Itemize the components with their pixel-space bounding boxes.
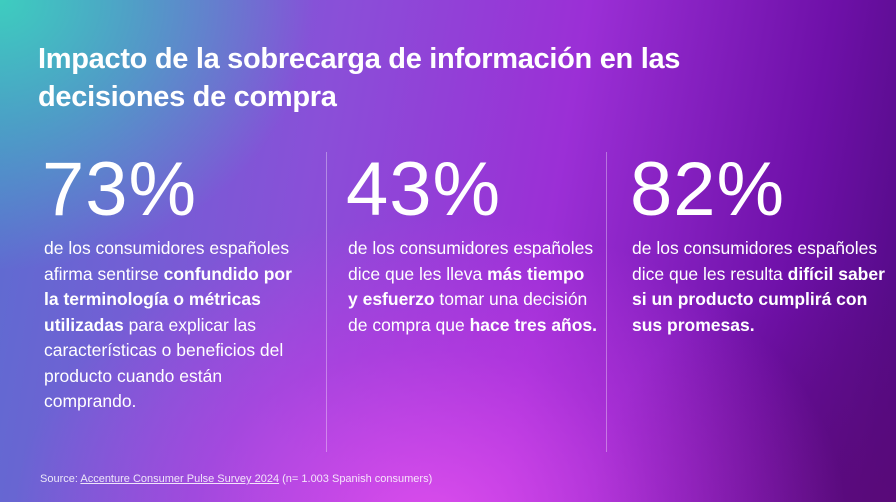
stat-description: de los consumidores españoles dice que l… xyxy=(632,236,892,338)
page-title: Impacto de la sobrecarga de información … xyxy=(38,43,681,113)
stat-highlight: confundido por la terminología o métrica… xyxy=(44,263,292,335)
stat-highlight: más tiempo y esfuerzo xyxy=(348,263,585,310)
source-link[interactable]: Accenture Consumer Pulse Survey 2024 xyxy=(80,473,280,485)
stat-text: de los consumidores españoles dice que l… xyxy=(632,238,878,284)
stat-column-3: 82% de los consumidores españoles dice q… xyxy=(630,147,892,338)
source-note: Source: Accenture Consumer Pulse Survey … xyxy=(40,473,432,485)
stat-highlight: difícil saber si un producto cumplirá co… xyxy=(632,263,885,335)
stat-text: para explicar las características o bene… xyxy=(44,314,284,412)
column-divider xyxy=(606,152,607,452)
stat-column-2: 43% de los consumidores españoles dice q… xyxy=(346,147,598,338)
source-prefix: Source: xyxy=(40,473,81,485)
stat-text: de los consumidores españoles dice que l… xyxy=(348,238,594,284)
stat-text: de los consumidores españoles afirma sen… xyxy=(44,238,290,284)
stat-value: 73% xyxy=(42,147,198,232)
source-suffix: (n= 1.003 Spanish consumers) xyxy=(279,473,433,485)
column-divider xyxy=(326,152,327,452)
stat-text: tomar una decisión de compra que xyxy=(348,289,588,335)
stat-value: 43% xyxy=(346,147,502,232)
stat-value: 82% xyxy=(630,147,786,232)
stat-highlight: hace tres años. xyxy=(469,314,598,335)
stat-description: de los consumidores españoles dice que l… xyxy=(348,236,598,338)
stat-description: de los consumidores españoles afirma sen… xyxy=(44,236,294,415)
stat-column-1: 73% de los consumidores españoles afirma… xyxy=(42,147,294,415)
